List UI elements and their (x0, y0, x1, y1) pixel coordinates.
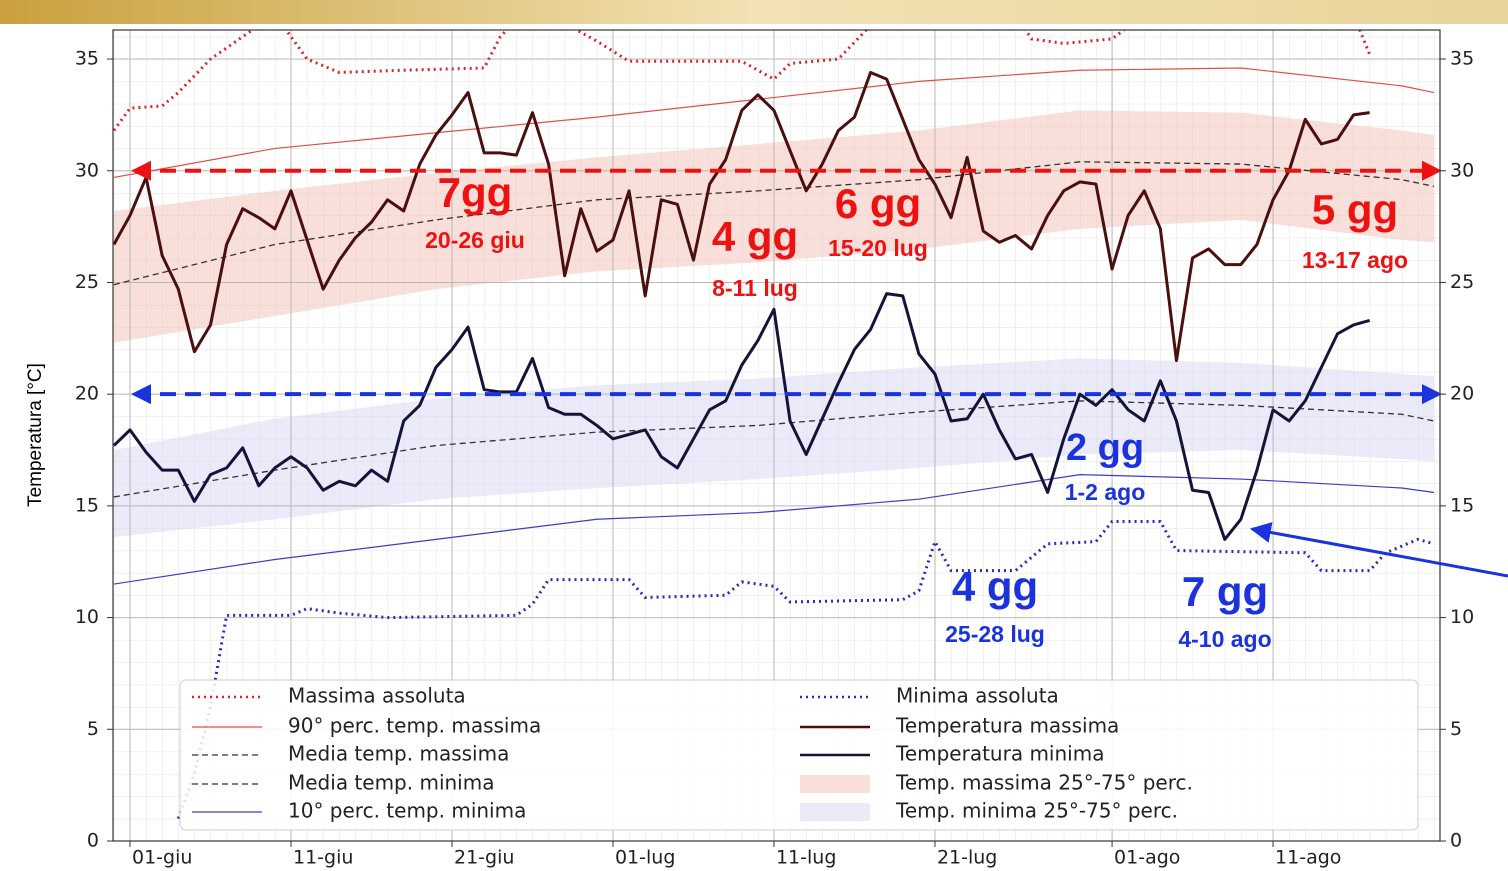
y-tick-label: 0 (87, 830, 99, 852)
annotation: 4 gg (952, 563, 1038, 610)
y-tick-label: 20 (75, 383, 99, 405)
legend-swatch (800, 775, 870, 793)
series-line (113, 161, 1435, 286)
plot-frame (112, 29, 1441, 842)
series-line (113, 473, 1435, 585)
y2-tick-label: 25 (1450, 271, 1474, 293)
y2-tick-label: 35 (1450, 48, 1474, 70)
y-tick-label: 5 (87, 718, 99, 740)
x-tick-label: 11-lug (776, 847, 836, 869)
header-strip (0, 0, 1508, 24)
y2-tick-label: 10 (1450, 606, 1474, 628)
y-axis-label: Temperatura [°C] (25, 363, 46, 507)
y-tick-label: 10 (75, 606, 99, 628)
annotation: 20-26 giu (425, 227, 525, 253)
legend-label: Minima assoluta (896, 684, 1059, 708)
y2-tick-label: 15 (1450, 494, 1474, 516)
y-tick-label: 35 (75, 48, 99, 70)
y-tick-label: 30 (75, 159, 99, 181)
legend-label: Temperatura massima (895, 714, 1119, 738)
series-line (113, 400, 1435, 498)
legend-label: 90° perc. temp. massima (288, 714, 541, 738)
y2-tick-label: 20 (1450, 383, 1474, 405)
annotation: 8-11 lug (712, 275, 798, 301)
legend-label: Media temp. massima (288, 742, 509, 766)
x-tick-label: 11-giu (293, 847, 353, 869)
x-tick-label: 01-ago (1114, 847, 1180, 869)
series-line (113, 70, 1370, 363)
legend (179, 679, 1419, 831)
annotation: 5 gg (1312, 186, 1398, 233)
annotation: 7 gg (1182, 568, 1268, 615)
series-line (113, 292, 1371, 541)
annotation: 6 gg (835, 180, 921, 227)
annotation: 4-10 ago (1178, 626, 1271, 652)
x-tick-label: 11-ago (1275, 847, 1341, 869)
series-line (113, 30, 1372, 132)
y2-tick-label: 30 (1450, 159, 1474, 181)
annotation: 4 gg (712, 213, 798, 260)
legend-swatch (800, 803, 870, 821)
y2-tick-label: 0 (1450, 830, 1462, 852)
x-tick-label: 01-giu (132, 847, 192, 869)
pointer-arrow (1249, 522, 1508, 578)
legend-label: Temp. massima 25°-75° perc. (895, 771, 1193, 795)
x-tick-label: 01-lug (615, 847, 675, 869)
legend-label: Temp. minima 25°-75° perc. (895, 799, 1178, 823)
annotation: 13-17 ago (1302, 247, 1408, 273)
x-tick-label: 21-giu (454, 847, 514, 869)
y-tick-label: 15 (75, 494, 99, 516)
legend-label: Massima assoluta (288, 684, 466, 708)
series-line (176, 520, 1435, 820)
legend-label: Temperatura minima (895, 742, 1104, 766)
annotation: 2 gg (1066, 427, 1144, 469)
y2-tick-label: 5 (1450, 718, 1462, 740)
legend-label: 10° perc. temp. minima (288, 799, 526, 823)
series-line (113, 67, 1435, 179)
annotation: 7gg (438, 169, 513, 216)
legend-label: Media temp. minima (288, 771, 494, 795)
y-tick-label: 25 (75, 271, 99, 293)
annotation: 15-20 lug (828, 235, 928, 261)
x-tick-label: 21-lug (937, 847, 997, 869)
annotation: 1-2 ago (1065, 479, 1146, 505)
annotation: 25-28 lug (945, 621, 1045, 647)
